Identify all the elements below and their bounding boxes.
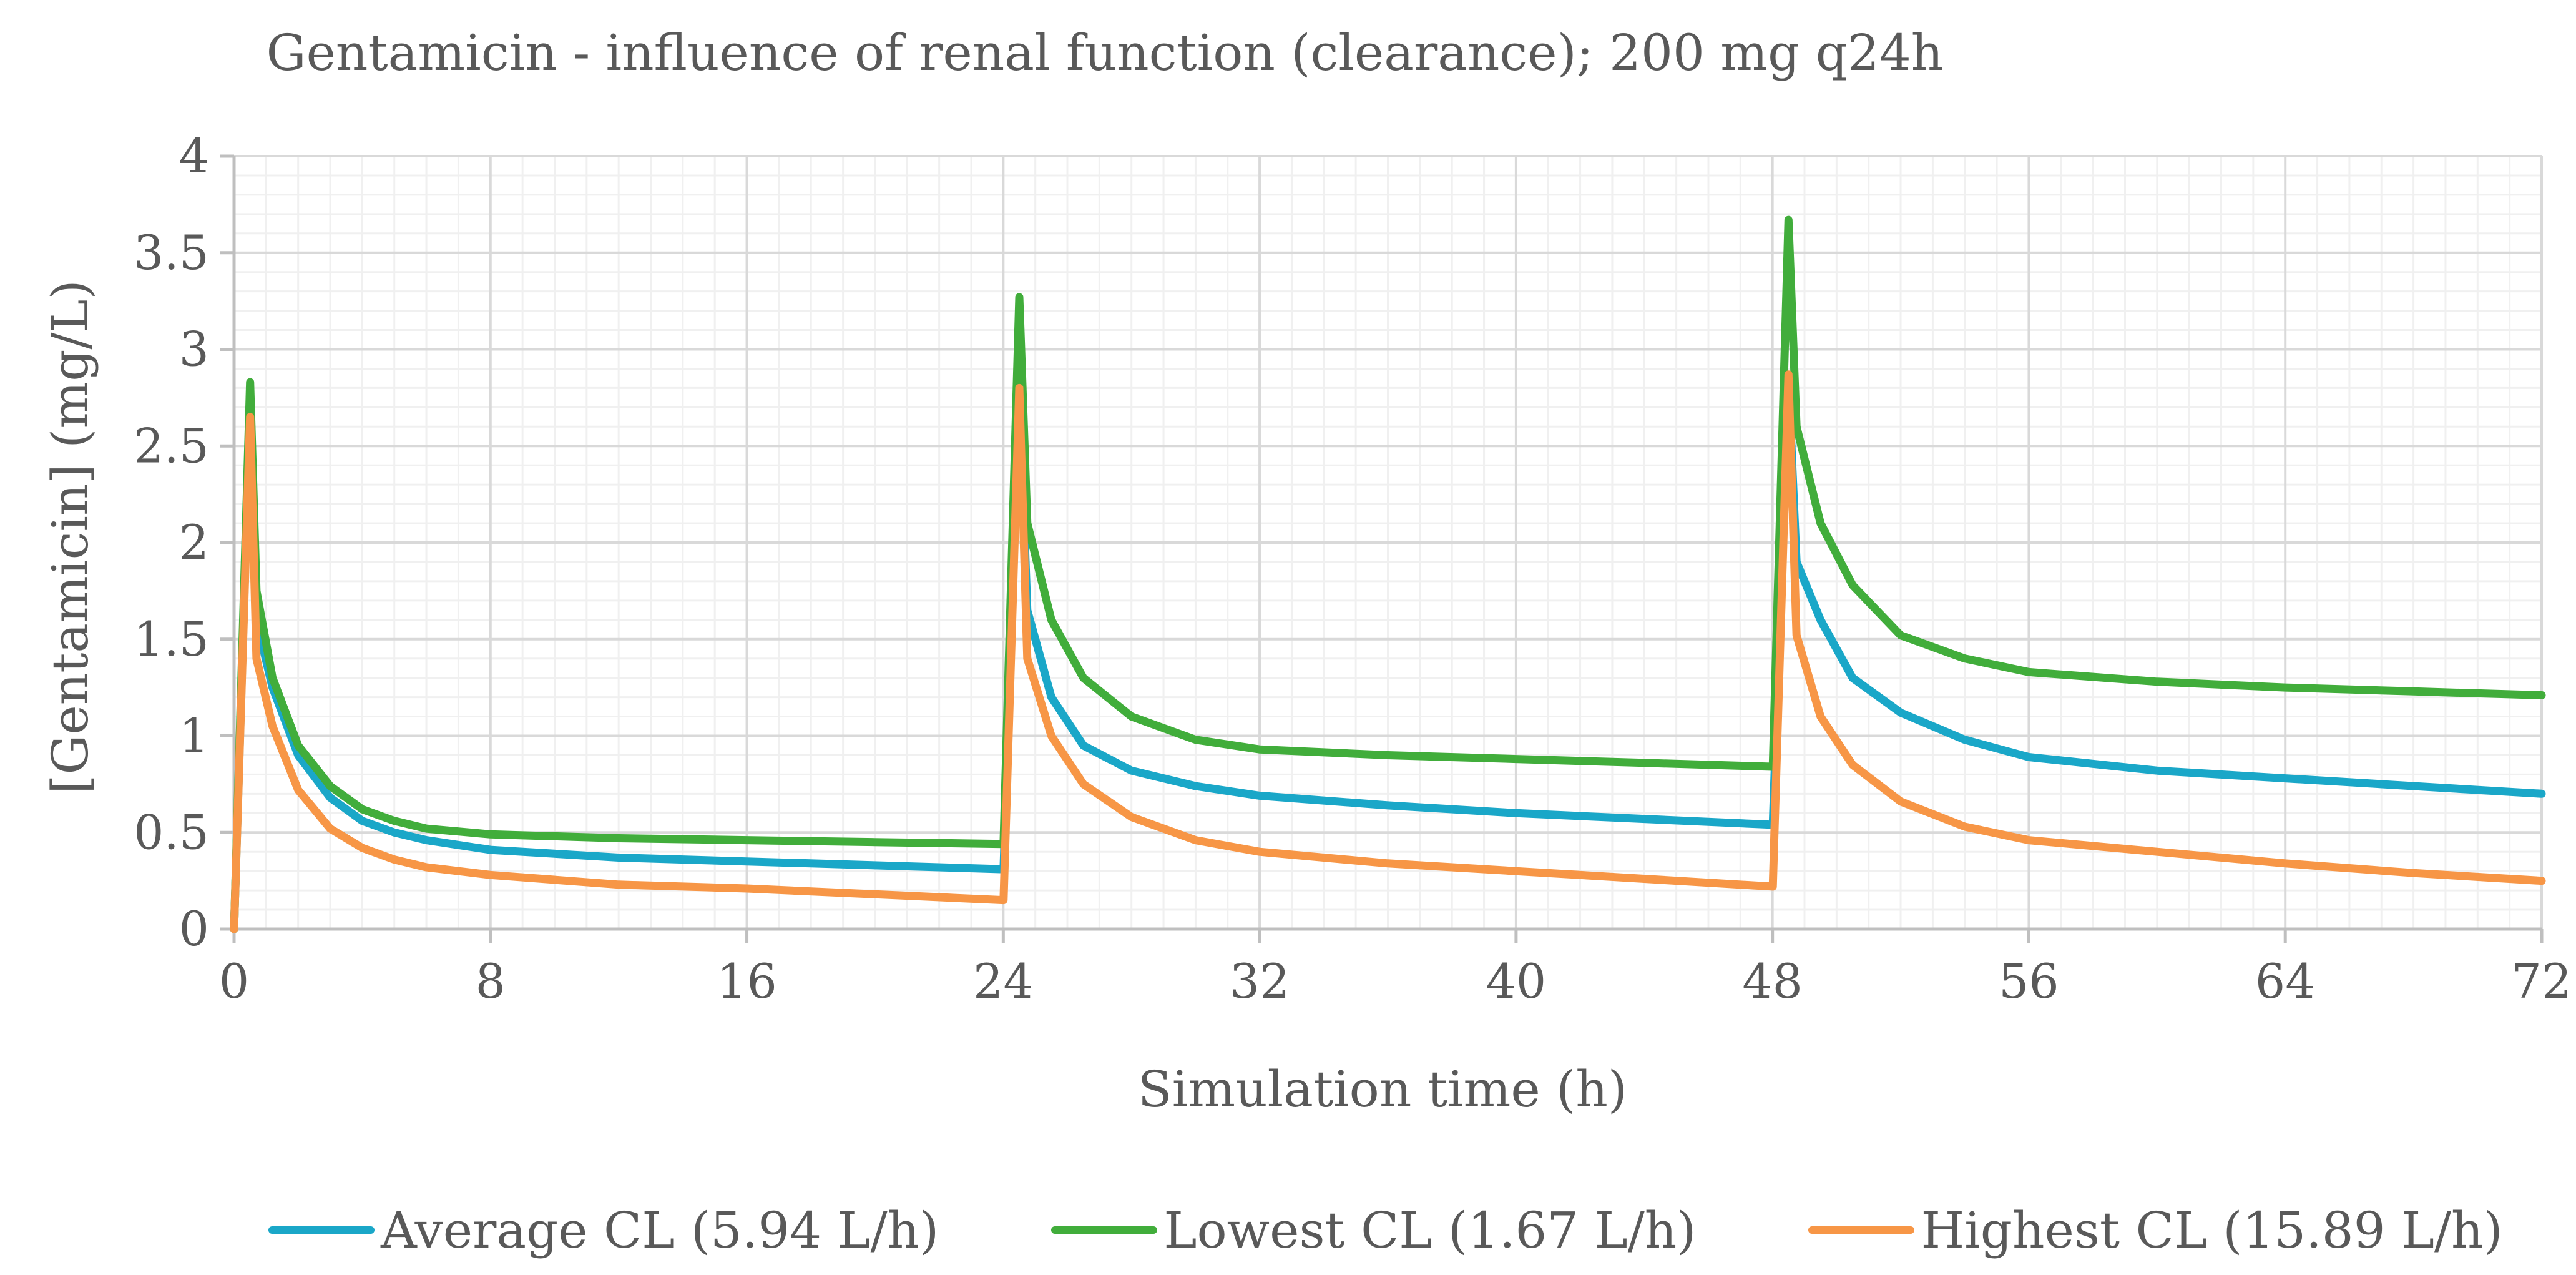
legend-swatch <box>1808 1226 1915 1234</box>
x-tick-label: 24 <box>973 953 1034 1009</box>
x-tick-label: 72 <box>2512 953 2572 1009</box>
series-line-1 <box>230 374 2546 933</box>
major-gridlines <box>233 155 2543 930</box>
y-tick-label: 4 <box>179 128 209 184</box>
legend-swatch <box>268 1226 375 1234</box>
y-tick-label: 0.5 <box>134 804 209 860</box>
legend-item-2: Lowest CL (1.67 L/h) <box>1051 1201 1696 1259</box>
x-tick-label: 8 <box>476 953 506 1009</box>
y-tick-label: 3 <box>179 322 209 377</box>
y-tick-label: 2 <box>179 514 209 570</box>
legend-item-3: Highest CL (15.89 L/h) <box>1808 1201 2503 1259</box>
x-tick-label: 0 <box>219 953 249 1009</box>
x-tick-label: 40 <box>1486 953 1547 1009</box>
series-line-3 <box>230 370 2546 933</box>
x-axis-label: Simulation time (h) <box>1138 1060 1627 1118</box>
x-tick-label: 16 <box>717 953 777 1009</box>
axes <box>220 154 2544 943</box>
x-tick-label: 32 <box>1230 953 1290 1009</box>
x-tick-label: 48 <box>1742 953 1803 1009</box>
legend: Average CL (5.94 L/h) Lowest CL (1.67 L/h… <box>268 1199 2576 1261</box>
y-tick-label: 1.5 <box>134 611 209 667</box>
legend-label: Lowest CL (1.67 L/h) <box>1163 1201 1697 1259</box>
legend-item-1: Average CL (5.94 L/h) <box>268 1201 939 1259</box>
chart-title: Gentamicin - influence of renal function… <box>266 24 1944 82</box>
tick-labels: 0 8 16 24 32 40 48 56 64 72 0 0.5 1 1.5 2 2.5 3 3.5 4 <box>134 128 2572 1009</box>
series-line-2 <box>230 215 2546 933</box>
y-tick-label: 1 <box>179 708 209 764</box>
legend-label: Average CL (5.94 L/h) <box>381 1201 939 1259</box>
x-tick-label: 56 <box>1999 953 2059 1009</box>
y-tick-label: 0 <box>179 901 209 957</box>
x-tick-label: 64 <box>2255 953 2316 1009</box>
series-layer <box>230 215 2546 933</box>
y-tick-label: 2.5 <box>134 418 209 473</box>
y-axis-label: [Gentamicin] (mg/L) <box>41 280 99 794</box>
legend-swatch <box>1051 1226 1158 1234</box>
y-tick-label: 3.5 <box>134 225 209 280</box>
legend-label: Highest CL (15.89 L/h) <box>1921 1201 2503 1259</box>
